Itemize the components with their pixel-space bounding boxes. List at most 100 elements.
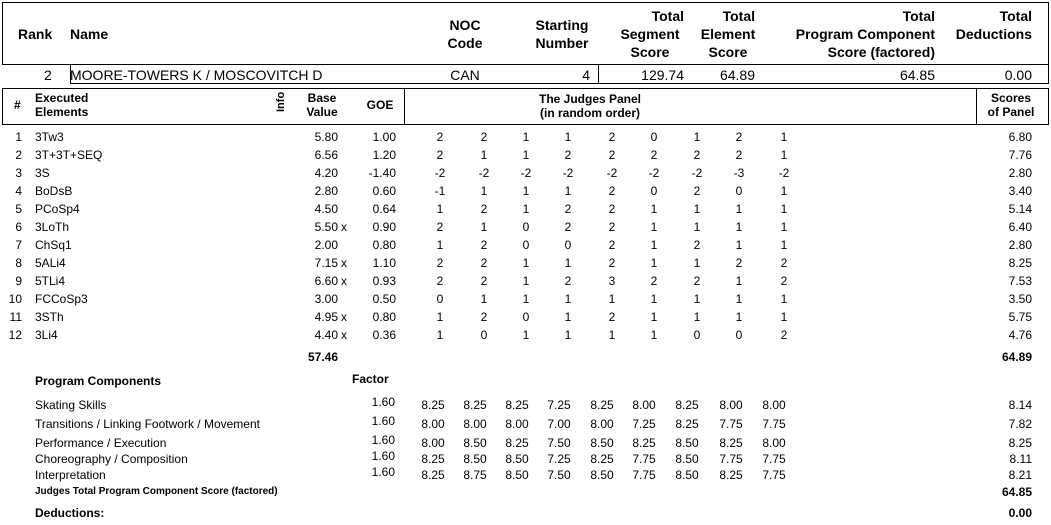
judge-score: 1	[436, 202, 444, 216]
element-name: BoDsB	[35, 184, 73, 198]
judge-score: 1	[480, 220, 488, 234]
element-goe: -1.40	[368, 166, 396, 180]
judge-score: 2	[735, 130, 743, 144]
judge-score: 0	[436, 292, 444, 306]
element-number: 6	[15, 220, 22, 234]
judge-score: 2	[480, 256, 488, 270]
judge-score: -2	[562, 166, 574, 180]
skater-noc: CAN	[450, 67, 480, 83]
header-total-segment-score: Total Segment Score	[620, 8, 684, 60]
component-judge-score: 7.25	[632, 417, 656, 431]
judge-score: 3	[608, 274, 616, 288]
component-judge-score: 7.75	[719, 417, 743, 431]
judge-score: 2	[608, 148, 616, 162]
skater-name: MOORE-TOWERS K / MOSCOVITCH D	[70, 67, 323, 83]
element-number: 2	[15, 148, 22, 162]
component-factor: 1.60	[371, 433, 395, 447]
judge-score: 1	[693, 220, 701, 234]
col-header-executed-elements: Executed Elements	[35, 91, 89, 119]
component-factor: 1.60	[371, 465, 395, 479]
program-components-heading: Program Components	[35, 374, 162, 388]
col-header-judges-panel: The Judges Panel (in random order)	[538, 92, 642, 120]
judge-score: 2	[436, 130, 444, 144]
judge-score: 0	[564, 238, 572, 252]
element-goe: 1.00	[372, 130, 396, 144]
component-judge-score: 7.25	[547, 452, 571, 466]
component-judge-score: 7.75	[762, 452, 786, 466]
header-name: Name	[70, 26, 109, 42]
judge-score: 1	[650, 310, 658, 324]
element-panel-score: 3.40	[1008, 184, 1032, 198]
judge-score: -2	[691, 166, 703, 180]
component-judge-score: 8.00	[762, 398, 786, 412]
judge-score: 2	[480, 274, 488, 288]
judge-score: 0	[650, 130, 658, 144]
component-judge-score: 8.50	[463, 452, 487, 466]
judge-score: 1	[693, 292, 701, 306]
component-judge-score: 8.00	[505, 417, 529, 431]
component-judge-score: 8.00	[421, 436, 445, 450]
judge-score: -2	[778, 166, 790, 180]
judge-score: 0	[735, 328, 743, 342]
judge-score: 1	[522, 148, 530, 162]
judge-score: 1	[650, 238, 658, 252]
judge-score: 1	[693, 256, 701, 270]
element-base-value: 2.80	[314, 184, 338, 198]
element-name: 5TLi4	[35, 274, 66, 288]
judge-score: 2	[735, 256, 743, 270]
judge-score: 1	[608, 328, 616, 342]
judge-score: 1	[564, 130, 572, 144]
component-judge-score: 8.00	[762, 436, 786, 450]
header-total-program-component-score: Total Program Component Score (factored)	[795, 8, 935, 60]
component-judge-score: 8.50	[590, 468, 614, 482]
col-header-goe: GOE	[366, 98, 394, 112]
component-judge-score: 8.25	[421, 452, 445, 466]
component-name: Interpretation	[35, 468, 106, 482]
element-name: 3S	[35, 166, 50, 180]
element-panel-score: 8.25	[1008, 256, 1032, 270]
component-judge-score: 8.25	[590, 398, 614, 412]
judge-score: 2	[693, 148, 701, 162]
base-value-total: 57.46	[307, 350, 338, 364]
element-number: 9	[15, 274, 22, 288]
element-goe: 0.60	[372, 184, 396, 198]
deductions-label: Deductions:	[35, 506, 105, 520]
element-bonus-marker: x	[341, 220, 347, 234]
judge-score: 2	[608, 310, 616, 324]
component-judge-score: 8.00	[632, 398, 656, 412]
judge-score: 2	[780, 256, 788, 270]
judge-score: 1	[735, 238, 743, 252]
judge-score: 1	[436, 328, 444, 342]
component-judge-score: 8.25	[505, 436, 529, 450]
element-number: 8	[15, 256, 22, 270]
component-panel-score: 8.14	[1008, 398, 1032, 412]
component-judge-score: 8.25	[675, 398, 699, 412]
component-judge-score: 8.25	[505, 398, 529, 412]
component-panel-score: 8.21	[1008, 468, 1032, 482]
judge-score: 2	[564, 148, 572, 162]
component-judge-score: 8.50	[505, 468, 529, 482]
judge-score: 1	[735, 310, 743, 324]
component-judge-score: 8.50	[505, 452, 529, 466]
component-judge-score: 8.25	[675, 417, 699, 431]
judge-score: 2	[564, 202, 572, 216]
element-base-value: 7.15	[314, 256, 338, 270]
component-judge-score: 7.75	[762, 417, 786, 431]
judge-score: 2	[608, 256, 616, 270]
judge-score: 1	[780, 130, 788, 144]
pcs-total-value: 64.85	[1001, 485, 1032, 499]
judge-score: 1	[650, 292, 658, 306]
element-bonus-marker: x	[341, 256, 347, 270]
element-goe: 0.36	[372, 328, 396, 342]
component-judge-score: 8.25	[719, 468, 743, 482]
judge-score: 2	[480, 130, 488, 144]
component-factor: 1.60	[371, 414, 395, 428]
element-name: 3T+3T+SEQ	[35, 148, 103, 162]
judge-score: 0	[480, 328, 488, 342]
judge-score: -2	[606, 166, 618, 180]
element-name: 3Tw3	[35, 130, 64, 144]
judge-score: 1	[735, 292, 743, 306]
element-name: 3Li4	[35, 328, 58, 342]
skater-starting-number: 4	[582, 67, 590, 83]
element-goe: 0.90	[372, 220, 396, 234]
